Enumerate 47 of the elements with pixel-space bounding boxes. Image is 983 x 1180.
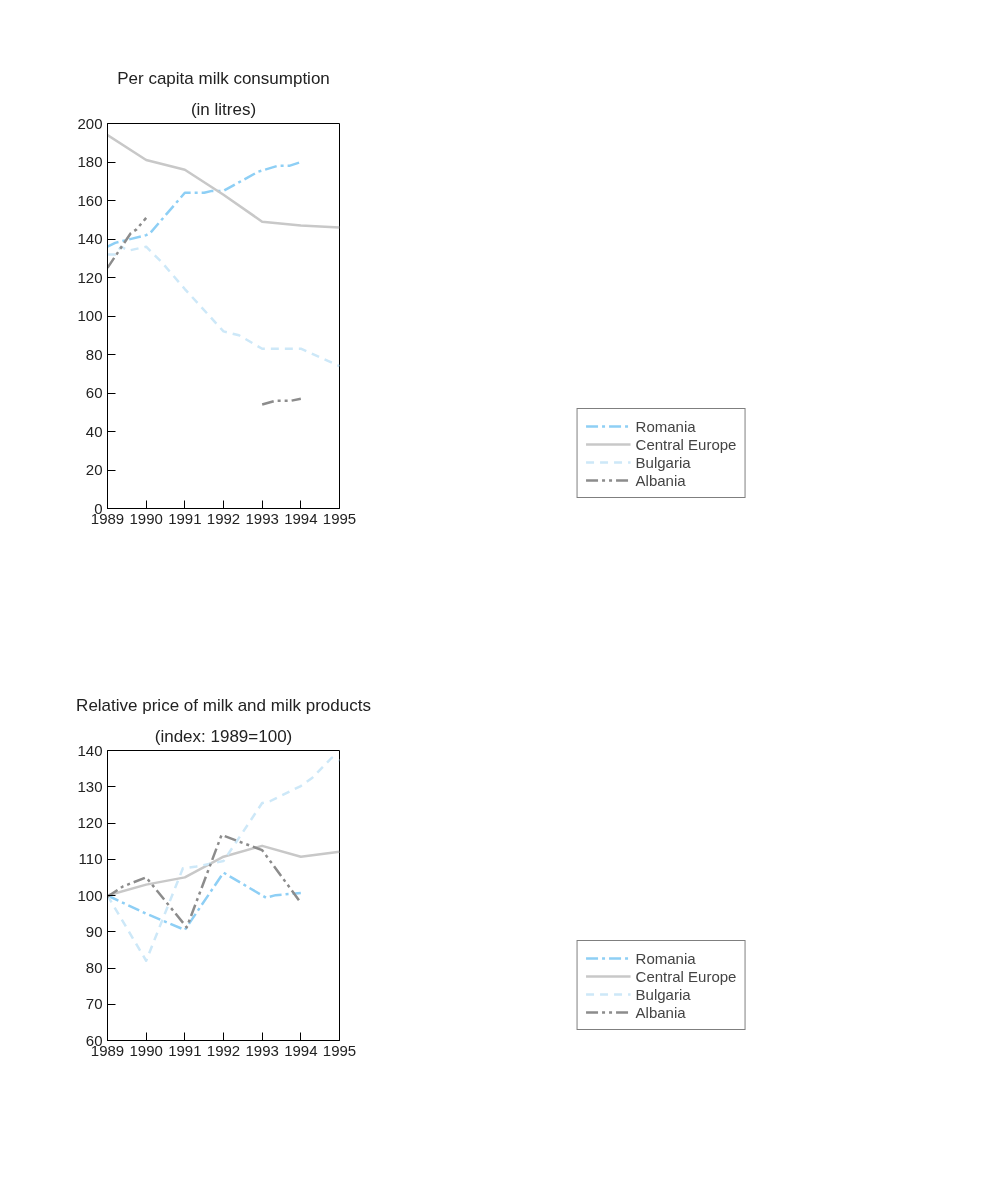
- legend-label: Romania: [635, 417, 696, 435]
- y-tick-label: 110: [78, 850, 103, 868]
- y-tick-label: 140: [77, 230, 103, 247]
- legend-label: Bulgaria: [635, 985, 691, 1003]
- y-tick-label: 120: [77, 814, 103, 831]
- y-tick-label: 80: [85, 959, 103, 976]
- y-tick-label: 100: [77, 307, 103, 324]
- x-tick-label: 1995: [322, 1041, 357, 1059]
- legend-label: Bulgaria: [635, 453, 691, 471]
- y-tick-label: 60: [85, 384, 103, 401]
- chart-subtitle: (index: 1989=100): [154, 726, 293, 746]
- chart-subtitle: (in litres): [190, 99, 257, 119]
- y-tick-label: 40: [85, 422, 103, 440]
- x-tick-label: 1990: [129, 1041, 163, 1059]
- x-tick-label: 1991: [168, 509, 202, 527]
- line-series: [107, 833, 303, 929]
- y-tick-label: 90: [85, 922, 103, 940]
- y-tick-label: 70: [85, 995, 103, 1013]
- x-tick-label: 1991: [168, 1041, 202, 1059]
- x-tick-label: 1994: [284, 1041, 318, 1059]
- legend-label: Albania: [635, 471, 686, 489]
- legend-label: Central Europe: [635, 967, 737, 985]
- x-tick-label: 1993: [245, 509, 279, 527]
- y-tick-label: 180: [77, 153, 103, 170]
- y-tick-label: 80: [85, 345, 103, 363]
- chart-title: Per capita milk consumption: [117, 68, 330, 88]
- x-tick-label: 1993: [245, 1041, 279, 1059]
- x-tick-label: 1994: [284, 509, 318, 527]
- line-series: [107, 245, 340, 368]
- y-tick-label: 200: [77, 114, 103, 132]
- line-series: [107, 756, 340, 962]
- x-tick-label: 1992: [206, 509, 241, 527]
- line-series: [107, 871, 303, 932]
- y-tick-label: 140: [77, 741, 103, 759]
- y-tick-label: 160: [77, 191, 103, 209]
- x-tick-label: 1992: [206, 1041, 241, 1059]
- legend-label: Albania: [635, 1003, 686, 1021]
- y-tick-label: 20: [85, 461, 103, 478]
- legend-label: Romania: [635, 949, 696, 967]
- line-series: [107, 133, 340, 229]
- x-tick-label: 1995: [322, 509, 357, 527]
- x-tick-label: 1990: [129, 509, 163, 527]
- y-tick-label: 100: [77, 886, 103, 904]
- y-tick-label: 130: [77, 777, 103, 795]
- chart-title: Relative price of milk and milk products: [76, 695, 371, 715]
- y-tick-label: 120: [77, 268, 103, 286]
- legend-label: Central Europe: [635, 435, 737, 453]
